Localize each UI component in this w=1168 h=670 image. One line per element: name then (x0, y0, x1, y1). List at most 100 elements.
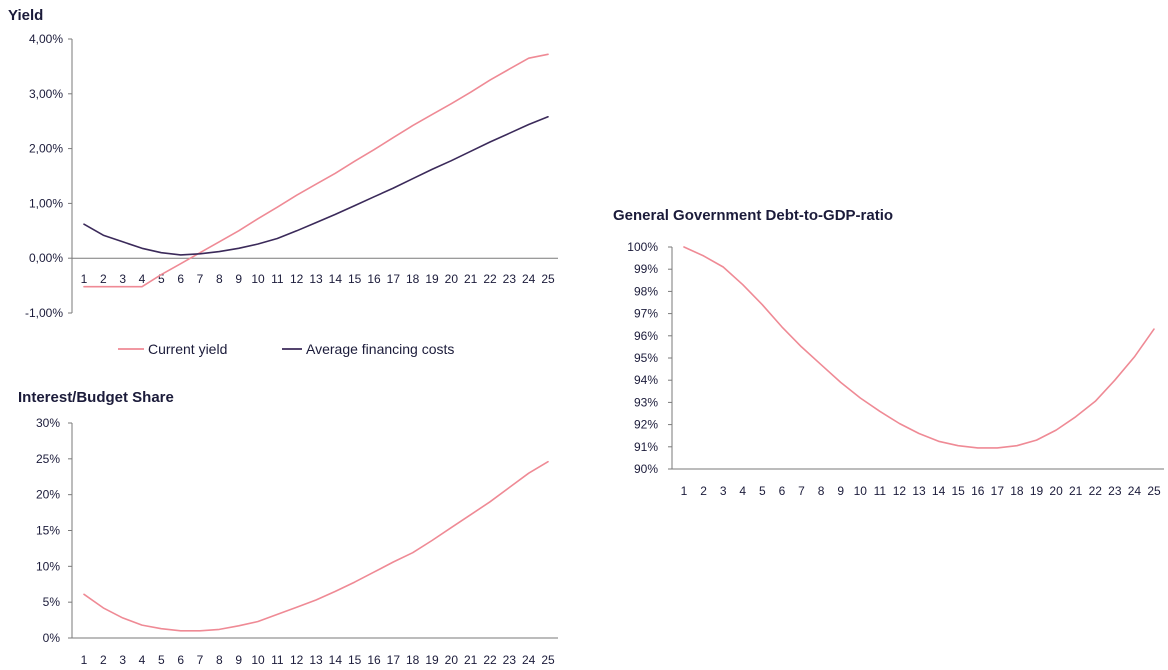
series-line-1 (683, 246, 1155, 449)
y-tick-label: 4,00% (29, 32, 63, 46)
x-tick-label: 18 (406, 653, 420, 667)
x-tick-label: 17 (387, 272, 401, 286)
y-tick-label: 100% (627, 240, 658, 254)
x-tick-label: 16 (367, 272, 381, 286)
x-tick-label: 22 (1089, 484, 1103, 498)
x-tick-label: 13 (309, 653, 323, 667)
chart-1: Yield-1,00%0,00%1,00%2,00%3,00%4,00%1 2 3 4… (8, 7, 558, 357)
x-tick-label: 6 (779, 484, 786, 498)
x-tick-label: 15 (348, 272, 362, 286)
x-tick-label: 22 (483, 272, 497, 286)
y-tick-label: 25% (36, 452, 60, 466)
series-line-current-yield (83, 53, 549, 288)
x-tick-label: 14 (329, 653, 343, 667)
x-tick-label: 9 (235, 272, 242, 286)
y-tick-label: 30% (36, 416, 60, 430)
y-tick-label: 96% (634, 329, 658, 343)
x-tick-label: 13 (912, 484, 926, 498)
x-tick-label: 14 (329, 272, 343, 286)
y-tick-label: 1,00% (29, 196, 63, 210)
y-tick-label: 5% (43, 595, 61, 609)
chart-title: Interest/Budget Share (18, 389, 174, 406)
x-tick-label: 3 (119, 653, 126, 667)
x-tick-label: 4 (139, 272, 146, 286)
y-tick-label: 20% (36, 488, 60, 502)
x-tick-label: 6 (177, 272, 184, 286)
x-tick-label: 24 (522, 272, 536, 286)
x-tick-label: 21 (464, 653, 478, 667)
x-tick-label: 18 (406, 272, 420, 286)
x-tick-label: 12 (290, 653, 304, 667)
x-tick-label: 5 (158, 653, 165, 667)
y-tick-label: 10% (36, 559, 60, 573)
x-tick-label: 21 (464, 272, 478, 286)
x-tick-label: 25 (541, 653, 555, 667)
y-tick-label: -1,00% (25, 306, 63, 320)
y-tick-label: 3,00% (29, 87, 63, 101)
x-tick-label: 13 (309, 272, 323, 286)
x-tick-label: 5 (759, 484, 766, 498)
y-tick-label: 90% (634, 462, 658, 476)
legend-label: Average financing costs (306, 341, 454, 357)
x-tick-label: 24 (522, 653, 536, 667)
x-tick-label: 21 (1069, 484, 1083, 498)
x-tick-label: 1 (81, 653, 88, 667)
x-tick-label: 1 (81, 272, 88, 286)
x-tick-label: 19 (1030, 484, 1044, 498)
y-tick-label: 97% (634, 307, 658, 321)
y-tick-label: 91% (634, 440, 658, 454)
x-tick-label: 23 (1108, 484, 1122, 498)
x-tick-label: 10 (854, 484, 868, 498)
x-tick-label: 16 (367, 653, 381, 667)
x-tick-label: 14 (932, 484, 946, 498)
x-tick-label: 8 (818, 484, 825, 498)
chart-title: Yield (8, 7, 43, 24)
x-tick-label: 22 (483, 653, 497, 667)
x-tick-label: 7 (197, 272, 204, 286)
x-tick-label: 20 (445, 272, 459, 286)
x-tick-label: 8 (216, 653, 223, 667)
x-tick-label: 23 (503, 653, 517, 667)
x-tick-label: 15 (348, 653, 362, 667)
x-tick-label: 25 (1147, 484, 1161, 498)
x-tick-label: 10 (251, 272, 265, 286)
x-tick-label: 20 (1049, 484, 1063, 498)
x-tick-label: 19 (425, 272, 439, 286)
x-tick-label: 9 (837, 484, 844, 498)
y-tick-label: 92% (634, 418, 658, 432)
x-tick-label: 2 (100, 653, 107, 667)
y-tick-label: 94% (634, 373, 658, 387)
x-tick-label: 12 (290, 272, 304, 286)
x-tick-label: 17 (991, 484, 1005, 498)
x-tick-label: 1 (681, 484, 688, 498)
y-tick-label: 99% (634, 262, 658, 276)
y-tick-label: 0,00% (29, 251, 63, 265)
y-tick-label: 2,00% (29, 142, 63, 156)
x-tick-label: 12 (893, 484, 907, 498)
x-tick-label: 23 (503, 272, 517, 286)
x-tick-label: 4 (139, 653, 146, 667)
x-tick-label: 9 (235, 653, 242, 667)
legend-label: Current yield (148, 341, 227, 357)
x-tick-label: 2 (700, 484, 707, 498)
x-tick-label: 3 (720, 484, 727, 498)
y-tick-label: 93% (634, 395, 658, 409)
x-tick-label: 11 (874, 484, 887, 498)
x-tick-label: 15 (951, 484, 965, 498)
x-tick-label: 11 (271, 272, 284, 286)
x-tick-label: 8 (216, 272, 223, 286)
y-tick-label: 0% (43, 631, 61, 645)
x-tick-label: 4 (739, 484, 746, 498)
y-tick-label: 15% (36, 524, 60, 538)
x-tick-label: 11 (271, 653, 284, 667)
x-tick-label: 24 (1128, 484, 1142, 498)
series-line-1 (83, 460, 549, 632)
x-tick-label: 25 (541, 272, 555, 286)
x-tick-label: 17 (387, 653, 401, 667)
x-tick-label: 3 (119, 272, 126, 286)
x-tick-label: 18 (1010, 484, 1024, 498)
chart-3: General Government Debt-to-GDP-ratio 90% 9… (613, 207, 1164, 498)
x-tick-label: 10 (251, 653, 265, 667)
chart-2: Interest/Budget Share 0% 5% 10% 15% 20% 25% 30%… (18, 389, 558, 667)
